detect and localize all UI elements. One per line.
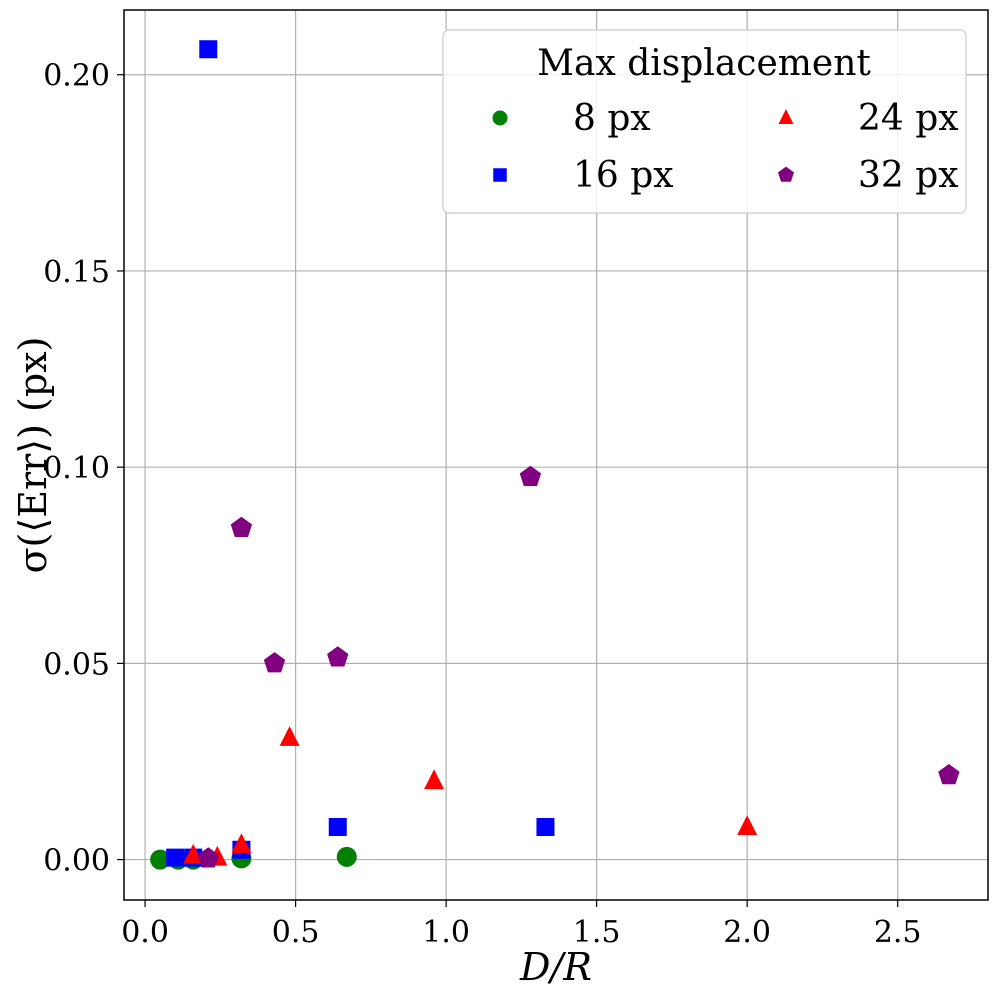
legend-marker [778, 109, 794, 124]
y-axis-title: σ(⟨Err⟩) (px) [11, 337, 55, 574]
legend: Max displacement 8 px 16 px 24 px 32 px [442, 29, 967, 214]
legend-entry: 24 px [778, 98, 959, 139]
data-point [519, 465, 542, 487]
x-tick-label: 2.5 [874, 915, 922, 950]
legend-label: 24 px [858, 98, 959, 139]
data-point [328, 818, 347, 837]
data-point [231, 833, 252, 854]
plot-frame [123, 9, 989, 901]
legend-title: Max displacement [537, 43, 871, 84]
data-point [197, 847, 219, 868]
data-point [230, 516, 253, 538]
legend-label: 16 px [573, 155, 674, 196]
data-point [737, 815, 758, 835]
legend-entry: 8 px [492, 98, 651, 139]
data-point [166, 848, 185, 867]
data-point [150, 849, 171, 870]
data-points [150, 40, 960, 870]
x-tick-label: 0.0 [121, 915, 169, 950]
x-tick-label: 1.5 [573, 915, 621, 950]
legend-marker [493, 168, 507, 182]
y-tick-label: 0.00 [43, 844, 110, 879]
legend-marker [778, 166, 794, 182]
y-tick-label: 0.10 [43, 451, 110, 486]
data-point [263, 652, 286, 673]
series-3 [197, 465, 960, 868]
legend-label: 8 px [573, 98, 651, 139]
x-axis-title: D/R [519, 945, 592, 989]
legend-entry: 32 px [778, 155, 959, 196]
data-point [327, 646, 349, 667]
legend-box [442, 29, 967, 214]
y-axis-ticks: 0.00 0.05 0.10 0.15 0.20 [43, 59, 124, 879]
x-axis-ticks: 0.0 0.5 1.0 1.5 2.0 2.5 [121, 900, 922, 950]
data-point [424, 769, 445, 790]
legend-marker [492, 110, 508, 126]
y-tick-label: 0.20 [43, 59, 110, 94]
data-point [938, 764, 960, 785]
y-tick-label: 0.15 [43, 255, 110, 290]
data-point [279, 726, 300, 746]
x-tick-label: 0.5 [272, 915, 320, 950]
data-point [536, 818, 555, 837]
y-tick-label: 0.05 [43, 647, 110, 682]
x-tick-label: 2.0 [723, 915, 771, 950]
data-point [199, 40, 218, 59]
x-tick-label: 1.0 [422, 915, 470, 950]
data-point [183, 843, 204, 864]
legend-label: 32 px [858, 155, 959, 196]
data-point [336, 846, 357, 867]
legend-entries: 8 px 16 px 24 px 32 px [492, 98, 959, 196]
legend-entry: 16 px [493, 155, 674, 196]
